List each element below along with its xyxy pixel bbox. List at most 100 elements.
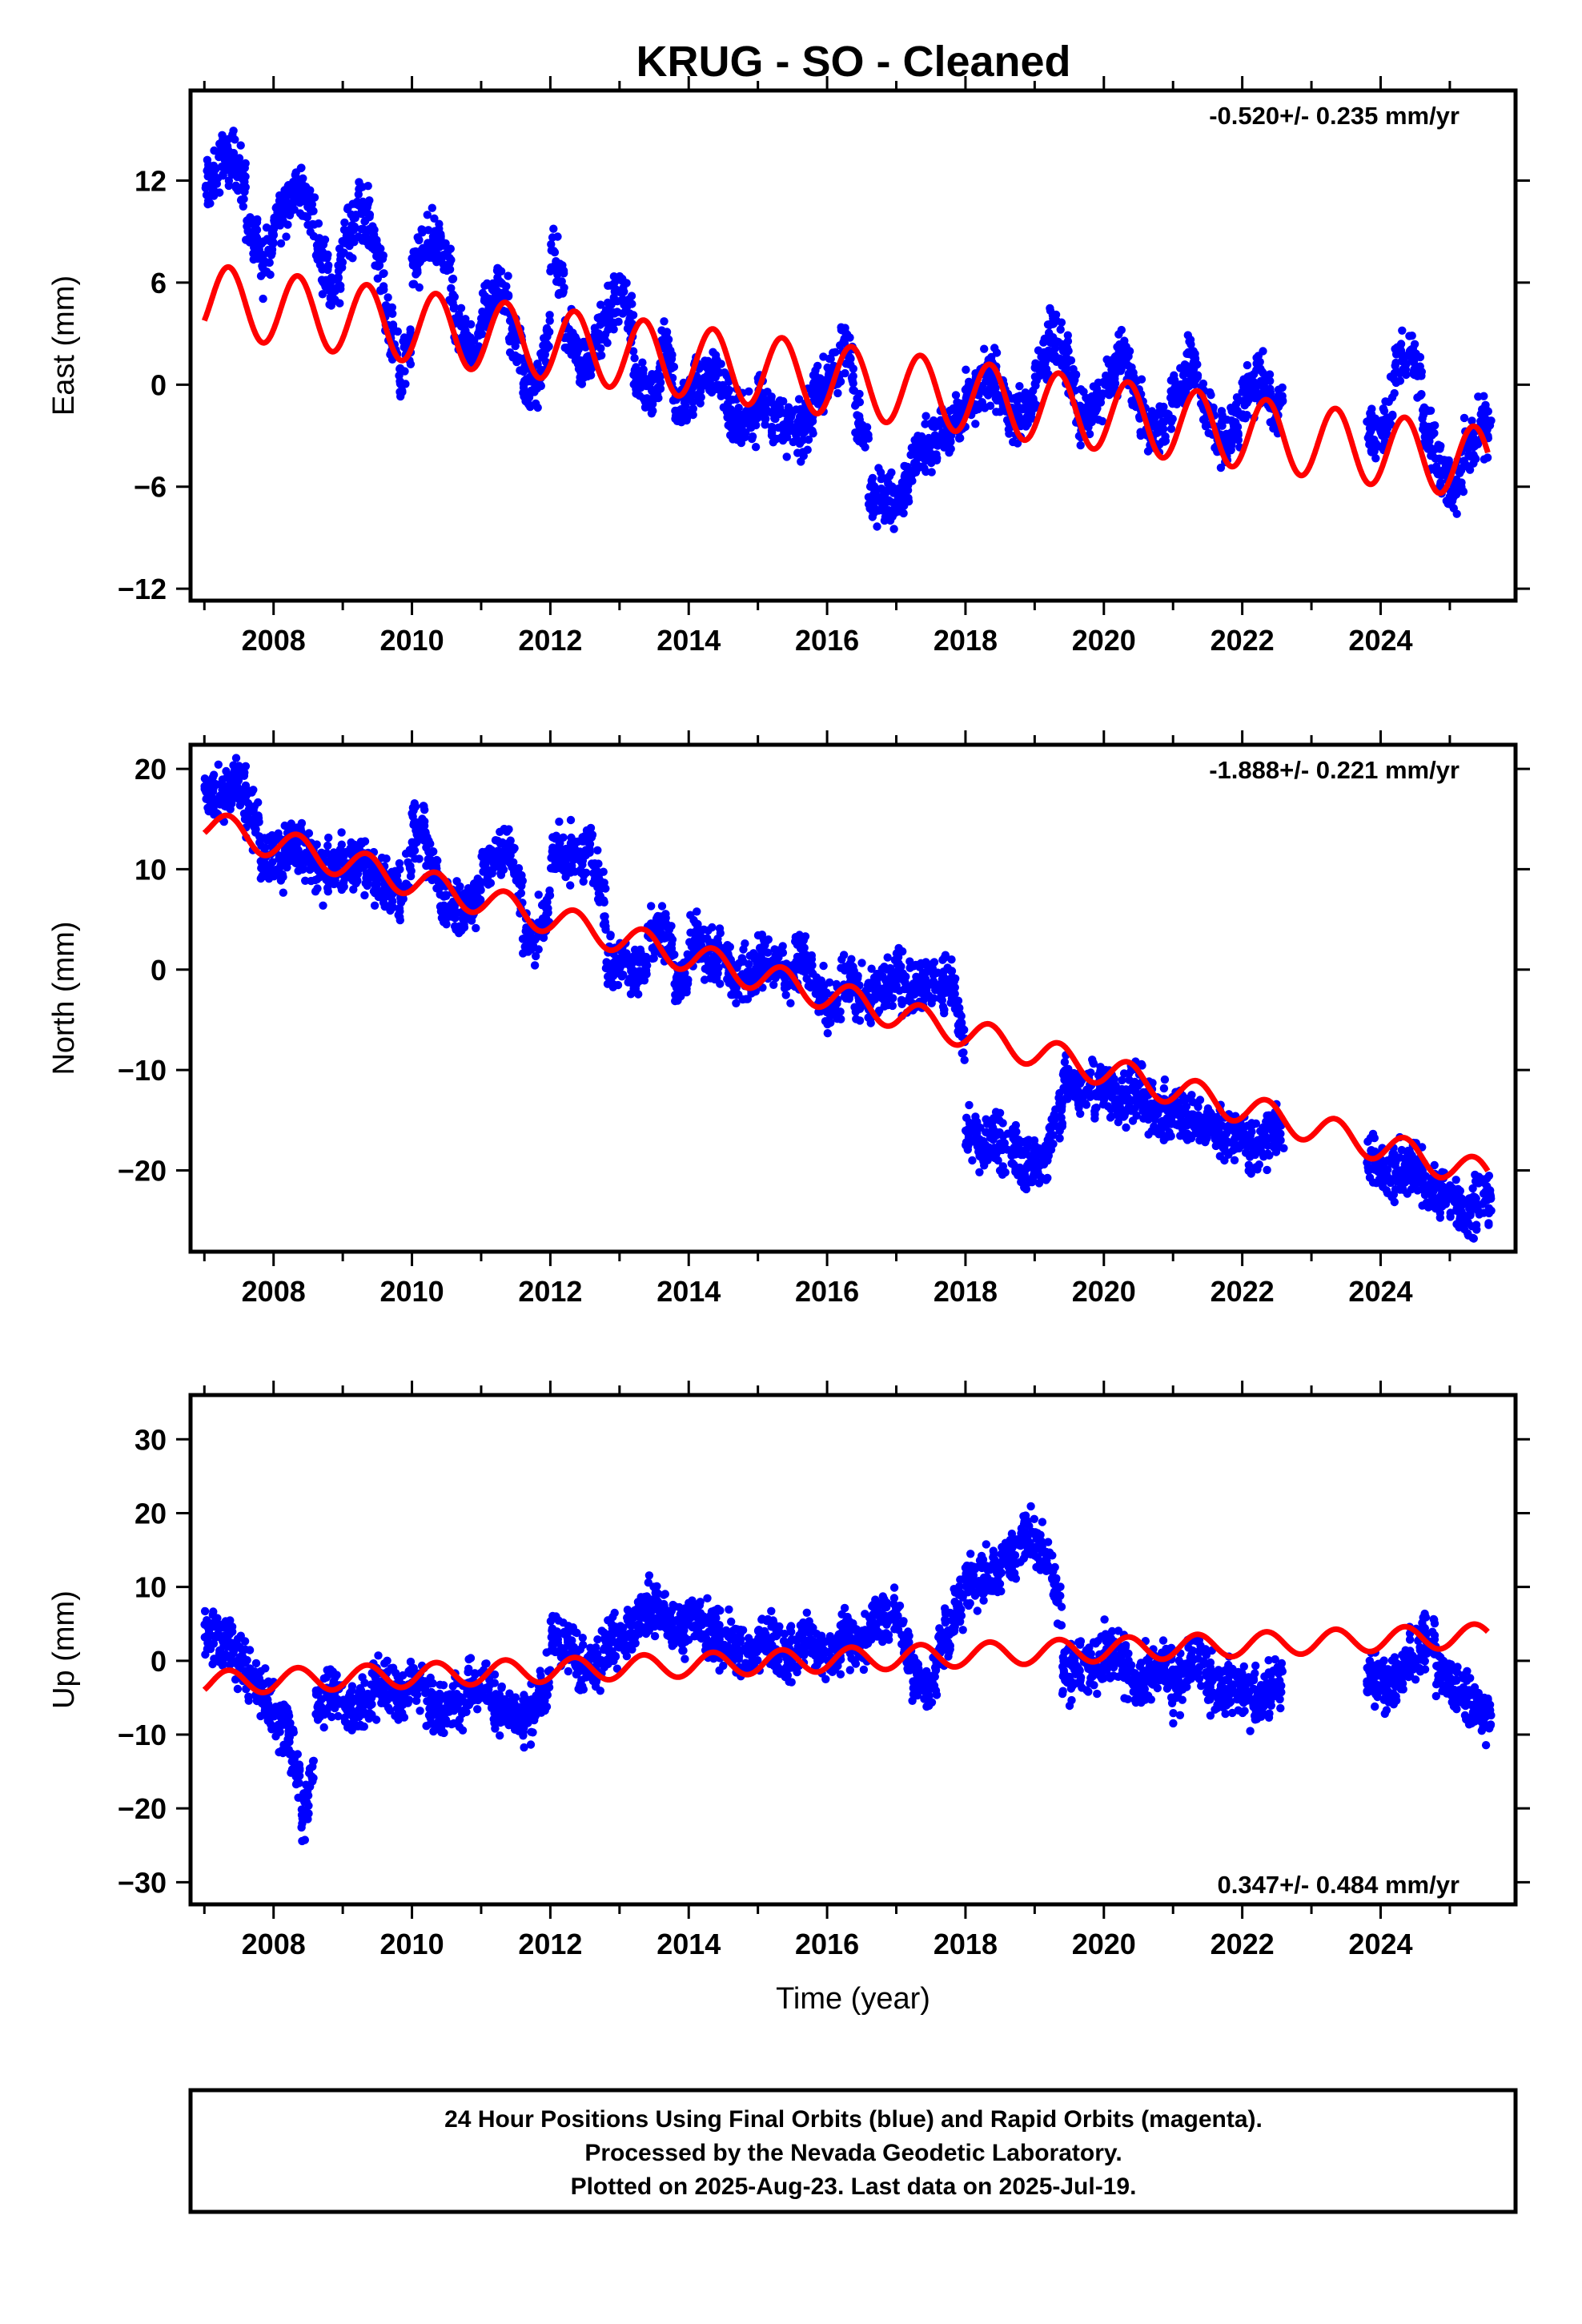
east-data-point [483,310,492,319]
north-data-layer [200,754,1496,1243]
east-y-axis-label: East (mm) [47,275,81,416]
east-data-point [1229,419,1238,428]
north-data-point [505,858,514,867]
north-data-point [804,955,813,965]
north-data-point [460,923,469,932]
north-data-point [975,1168,984,1177]
east-data-point [1015,382,1024,391]
east-data-point [250,239,259,248]
north-data-point [274,829,283,838]
north-data-point [436,890,444,899]
east-data-point [831,348,840,356]
east-data-point [782,432,792,442]
north-data-point [313,884,322,893]
north-data-point [534,945,543,954]
east-data-point [463,331,472,340]
east-data-point [1056,325,1065,334]
north-data-point [548,833,557,842]
east-data-point [631,365,640,374]
east-y-tick-label: 12 [135,165,167,198]
east-data-point [1032,376,1042,385]
north-data-point [581,850,590,860]
north-data-point [826,1008,836,1017]
east-data-point [713,356,721,365]
east-data-point [761,414,770,424]
east-data-point [869,507,878,516]
north-data-point [950,983,960,992]
east-data-point [447,283,456,293]
east-data-point [722,371,731,380]
east-data-point [841,368,849,378]
east-data-point [439,241,448,250]
east-data-point [909,466,917,475]
north-data-point [817,990,826,999]
east-data-point [262,223,271,232]
east-y-tick-label: −6 [134,471,167,504]
east-data-point [1370,447,1379,456]
east-data-point [1455,468,1464,476]
east-data-point [338,263,347,272]
east-data-point [379,269,388,278]
east-data-point [627,292,636,300]
east-data-point [519,383,528,392]
east-data-point [713,380,721,390]
north-data-point [982,1115,990,1124]
north-panel: 2008 2010 2012 2014 2016 2018 2020 2022 2024−20−… [47,730,1530,1308]
east-data-point [628,311,638,320]
north-data-point [534,891,543,899]
north-data-point [636,945,644,955]
north-data-point [481,866,491,875]
east-data-point [746,423,755,432]
east-data-point [545,311,554,320]
north-data-point [600,898,608,907]
north-data-point [686,928,695,937]
north-data-point [672,973,681,982]
north-data-point [732,999,741,1008]
north-data-point [685,938,694,947]
north-data-point [239,764,247,773]
north-data-point [411,854,420,863]
north-data-point [256,834,265,843]
east-rate-label: -0.520+/- 0.235 mm/yr [1209,102,1460,130]
north-data-point [352,876,361,885]
east-data-point [1047,348,1057,356]
east-data-point [864,500,873,509]
east-data-point [836,377,845,386]
east-data-point [1405,332,1414,340]
north-data-point [951,974,960,983]
east-data-point [1436,441,1445,451]
north-data-point [619,971,628,979]
east-data-point [445,254,454,263]
north-data-point [301,876,310,886]
east-data-point [703,363,712,372]
north-data-point [608,959,617,968]
east-data-point [359,225,367,234]
east-data-point [236,141,245,150]
east-data-point [628,300,636,308]
east-data-point [1257,389,1267,399]
north-data-point [339,883,348,891]
east-data-point [1435,454,1444,463]
east-data-point [833,388,842,398]
east-data-point [363,182,372,191]
east-data-point [399,336,408,346]
east-data-point [356,199,365,209]
north-data-point [567,838,576,847]
east-data-point [785,417,794,426]
east-data-point [728,396,737,404]
north-data-point [215,800,224,809]
east-data-point [301,187,310,196]
east-data-point [237,195,246,204]
east-x-tick-label: 2014 [656,624,721,657]
east-data-point [1481,400,1490,409]
east-data-point [921,412,930,420]
east-x-tick-label: 2012 [518,624,582,657]
north-data-point [326,854,335,863]
north-data-point [881,990,891,999]
north-data-point [647,902,656,911]
north-data-point [657,902,667,911]
east-data-point [855,412,864,420]
east-data-point [1076,440,1085,450]
east-data-point [962,365,970,374]
north-data-point [819,961,828,971]
